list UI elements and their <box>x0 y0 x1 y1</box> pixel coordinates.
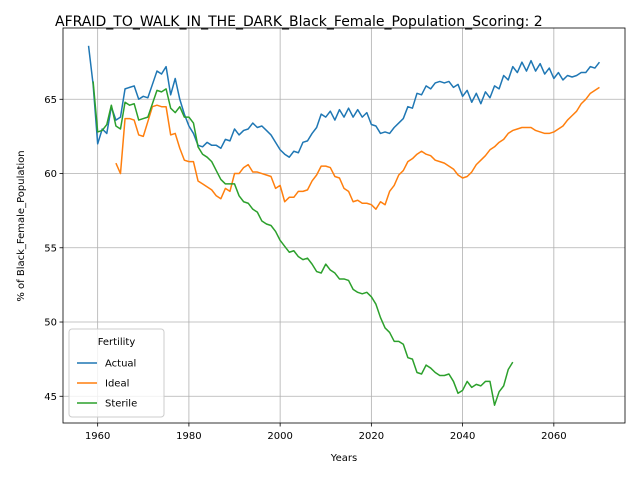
legend-title: Fertility <box>98 337 136 348</box>
data-line <box>87 45 601 158</box>
x-tick-label: 1980 <box>176 431 201 442</box>
plot-frame <box>62 27 626 424</box>
data-line <box>115 86 600 210</box>
data-line <box>92 81 514 406</box>
legend-label: Actual <box>105 359 136 370</box>
y-tick-label: 55 <box>44 243 57 254</box>
legend-label: Ideal <box>105 379 129 390</box>
y-tick-label: 50 <box>44 318 57 329</box>
x-tick-label: 2060 <box>541 431 566 442</box>
x-axis-label: Years <box>330 453 357 464</box>
legend-label: Sterile <box>105 399 137 410</box>
y-tick-label: 65 <box>44 95 57 106</box>
chart-title: AFRAID_TO_WALK_IN_THE_DARK_Black_Female_… <box>55 14 543 30</box>
x-tick-label: 2000 <box>267 431 292 442</box>
x-tick-label: 1960 <box>85 431 110 442</box>
legend: Fertility Actual Ideal Sterile <box>68 328 165 418</box>
y-tick-label: 60 <box>44 169 57 180</box>
y-tick-label: 45 <box>44 392 57 403</box>
x-tick-label: 2020 <box>359 431 384 442</box>
y-axis-label: % of Black_Female_Population <box>16 150 27 301</box>
x-tick-label: 2040 <box>450 431 475 442</box>
legend-box <box>68 328 165 418</box>
